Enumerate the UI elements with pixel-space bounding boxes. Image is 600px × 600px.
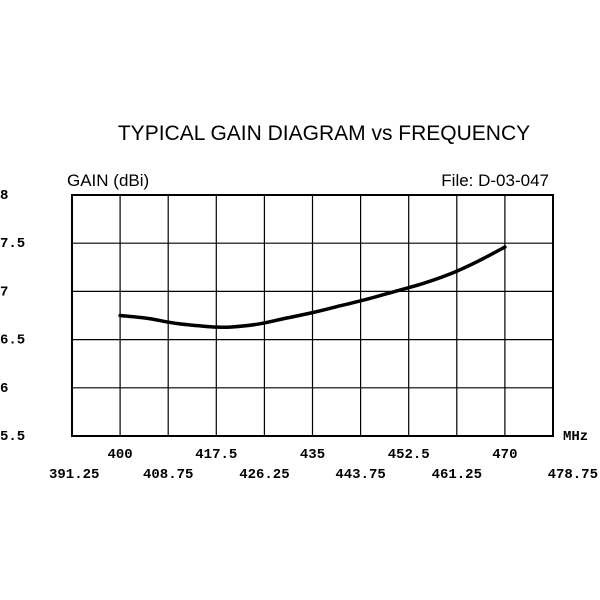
y-axis-label: GAIN (dBi) <box>67 171 149 190</box>
y-tick-label: 7.5 <box>0 236 25 252</box>
y-tick-label: 8 <box>0 188 8 204</box>
file-label: File: D-03-047 <box>441 171 549 190</box>
y-tick-label: 6 <box>0 381 8 397</box>
plot-grid <box>71 194 554 437</box>
y-tick-labels: 8 7.5 7 6.5 6 5.5 <box>0 188 25 445</box>
x-tick-label-top: 400 <box>107 447 132 463</box>
x-tick-label-bottom: 478.75 <box>548 467 598 483</box>
x-tick-label-top: 417.5 <box>195 447 237 463</box>
x-tick-labels-top: 400 417.5 435 452.5 470 <box>107 447 517 463</box>
y-tick-label: 5.5 <box>0 429 25 445</box>
x-tick-labels-bottom: 391.25 408.75 426.25 443.75 461.25 478.75 <box>49 467 598 483</box>
x-tick-label-bottom: 461.25 <box>432 467 482 483</box>
x-tick-label-bottom: 443.75 <box>335 467 385 483</box>
gain-curve-line <box>118 245 507 330</box>
series-group <box>118 245 507 330</box>
x-tick-label-top: 435 <box>300 447 325 463</box>
y-tick-label: 7 <box>0 284 8 300</box>
x-tick-label-bottom: 391.25 <box>49 467 99 483</box>
x-tick-label-bottom: 408.75 <box>143 467 193 483</box>
x-axis-unit: MHz <box>563 429 588 445</box>
y-tick-label: 6.5 <box>0 333 25 349</box>
x-tick-label-top: 470 <box>492 447 517 463</box>
x-tick-label-top: 452.5 <box>388 447 430 463</box>
chart-title: TYPICAL GAIN DIAGRAM vs FREQUENCY <box>118 122 530 145</box>
x-tick-label-bottom: 426.25 <box>239 467 289 483</box>
